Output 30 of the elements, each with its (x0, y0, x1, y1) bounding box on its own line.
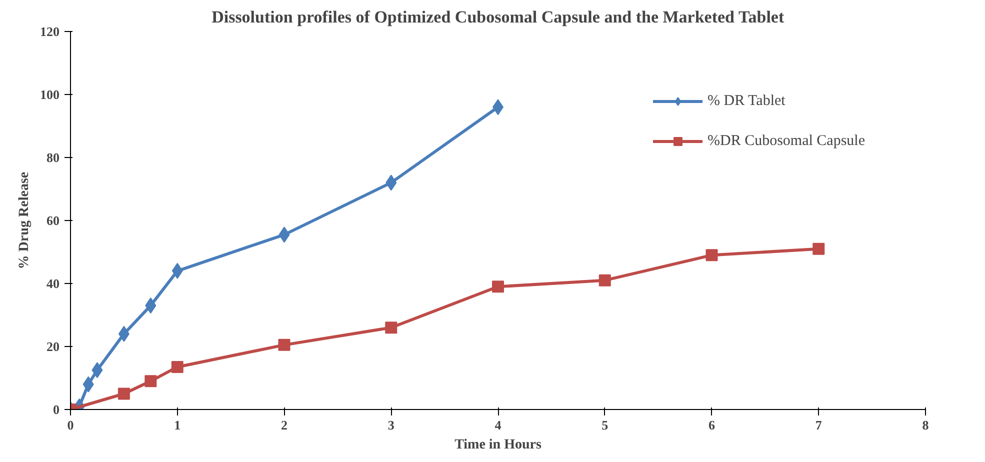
x-tick-label: 0 (67, 418, 74, 432)
x-tick-label: 3 (388, 418, 395, 432)
x-tick-label: 2 (281, 418, 288, 432)
point (706, 249, 718, 262)
point (278, 338, 290, 351)
x-tick-label: 1 (174, 418, 181, 432)
x-tick-label: 5 (602, 418, 609, 432)
point (598, 274, 611, 286)
chart-title: Dissolution profiles of Optimized Cubosomal Capsule and the Marketed Tablet (212, 8, 784, 26)
point (171, 360, 184, 373)
y-tick-label: 0 (53, 402, 60, 417)
legend-label: % DR Tablet (708, 92, 786, 110)
y-tick-label: 40 (46, 276, 60, 291)
x-tick-label: 8 (922, 418, 930, 432)
y-tick-label: 120 (40, 24, 60, 39)
point (118, 388, 130, 400)
legend-label: %DR Cubosomal Capsule (708, 132, 865, 150)
y-axis-title: % Drug Release (17, 172, 32, 270)
x-tick-label: 7 (815, 418, 822, 432)
point (812, 242, 825, 255)
y-tick-label: 80 (46, 150, 60, 165)
x-tick-label: 4 (494, 418, 502, 432)
point (144, 375, 157, 388)
x-axis-title: Time in Hours (454, 438, 542, 452)
point (385, 322, 398, 334)
y-tick-label: 100 (40, 87, 60, 102)
point (492, 280, 504, 293)
y-tick-label: 60 (46, 213, 60, 228)
x-tick-label: 6 (708, 418, 716, 432)
y-tick-label: 20 (46, 339, 60, 354)
